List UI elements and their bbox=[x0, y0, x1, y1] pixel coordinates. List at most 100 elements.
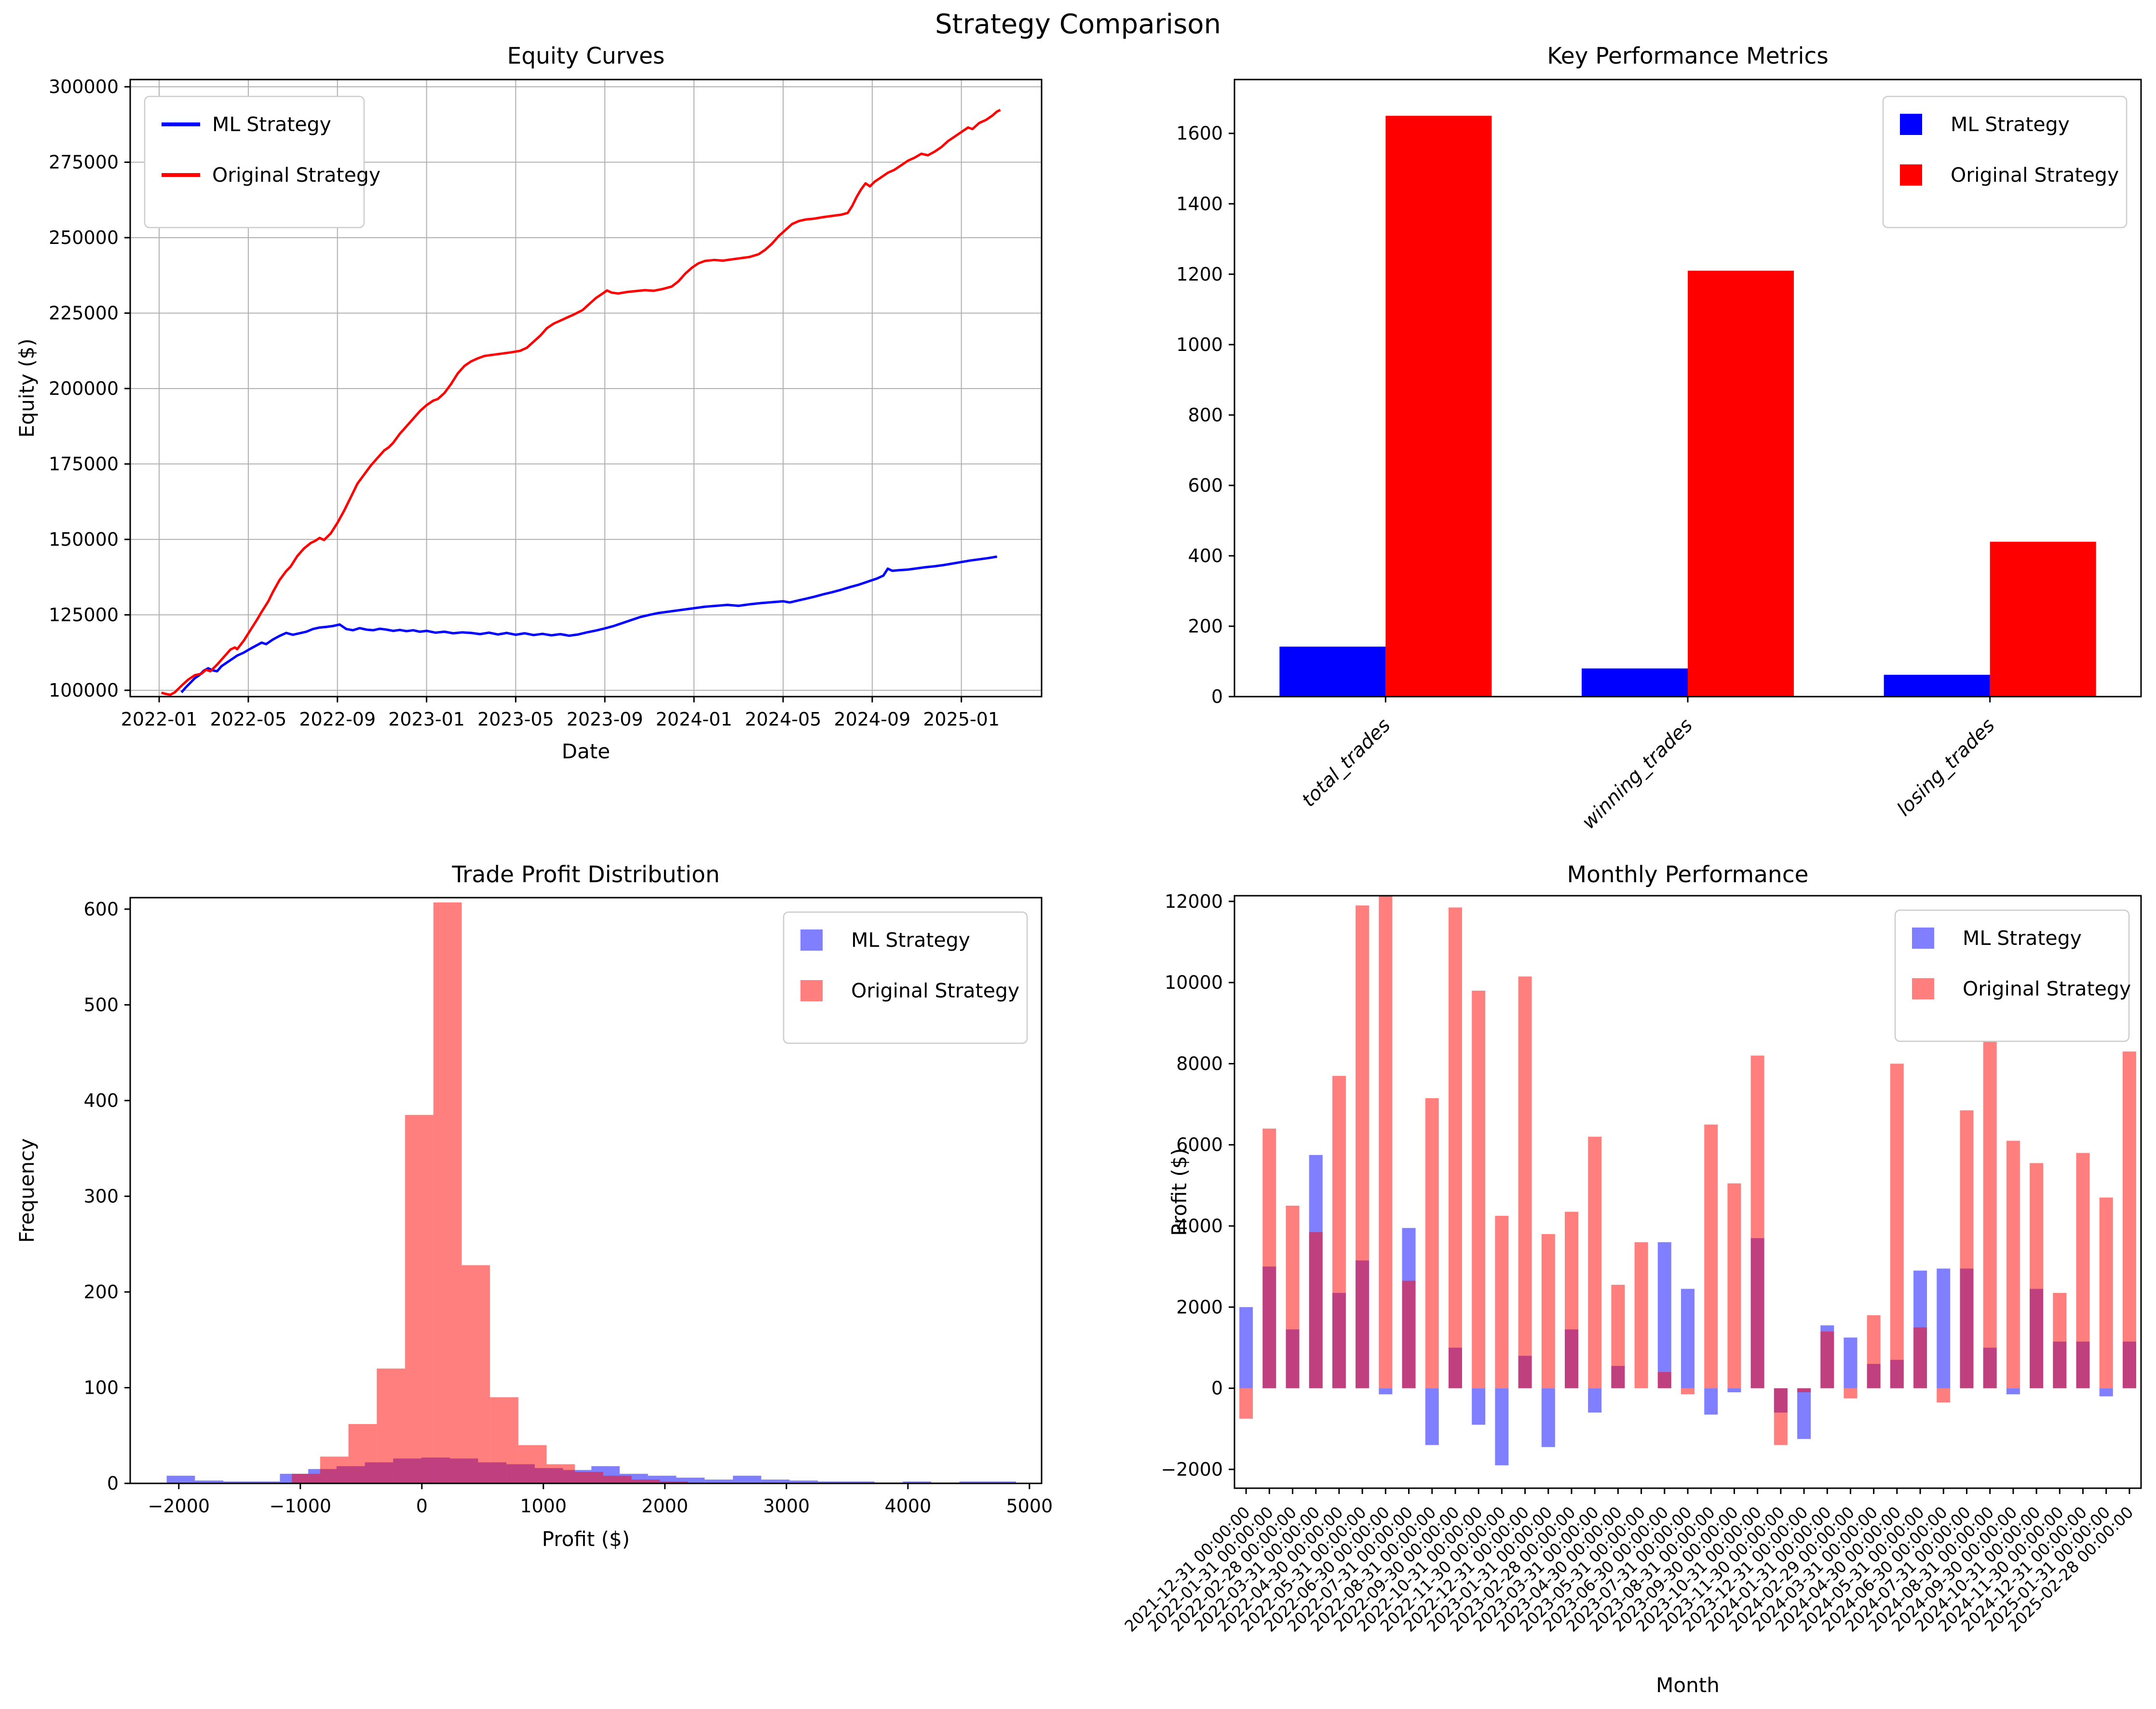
legend-swatch bbox=[1900, 164, 1922, 186]
month-bar-orig bbox=[1518, 976, 1532, 1388]
month-bar-orig bbox=[1239, 1388, 1253, 1419]
month-bar-orig bbox=[1402, 1280, 1416, 1388]
y-tick-label: 10000 bbox=[1165, 972, 1223, 993]
month-bar-orig bbox=[2006, 1141, 2020, 1388]
y-tick-label: 1000 bbox=[1176, 334, 1223, 355]
month-bar-orig bbox=[1495, 1215, 1509, 1388]
month-bar-orig bbox=[2099, 1198, 2113, 1388]
month-bar-ml bbox=[1495, 1388, 1509, 1466]
bar-orig bbox=[1990, 541, 2096, 697]
hist-bar-ml bbox=[195, 1480, 224, 1483]
legend-swatch bbox=[1912, 928, 1934, 949]
x-tick-label: total_trades bbox=[1298, 714, 1395, 811]
month-bar-orig bbox=[1541, 1234, 1555, 1388]
hist-bar-orig bbox=[461, 1265, 490, 1483]
legend-swatch bbox=[800, 929, 823, 951]
month-bar-orig bbox=[1797, 1388, 1811, 1393]
panel-title: Monthly Performance bbox=[1567, 861, 1809, 888]
month-bar-orig bbox=[1774, 1388, 1788, 1445]
month-bar-ml bbox=[1588, 1388, 1602, 1413]
legend-box bbox=[1894, 909, 2130, 1042]
legend-box bbox=[783, 911, 1028, 1044]
legend-label: Original Strategy bbox=[1963, 977, 2131, 1000]
hist-bar-orig bbox=[377, 1368, 406, 1483]
x-tick-label: 0 bbox=[416, 1495, 428, 1517]
y-tick-label: 250000 bbox=[49, 227, 119, 248]
y-tick-label: 12000 bbox=[1165, 891, 1223, 912]
month-bar-orig bbox=[1448, 907, 1462, 1388]
panel-title: Key Performance Metrics bbox=[1547, 43, 1829, 69]
x-tick-label: 2025-01 bbox=[923, 709, 1000, 730]
x-tick-label: 2022-09 bbox=[299, 709, 376, 730]
month-bar-orig bbox=[1611, 1285, 1625, 1388]
x-tick-label: 2024-05 bbox=[745, 709, 822, 730]
y-axis-label: Equity ($) bbox=[15, 338, 39, 438]
y-tick-label: −2000 bbox=[1161, 1459, 1223, 1480]
y-tick-label: 0 bbox=[1211, 686, 1223, 707]
month-bar-orig bbox=[1844, 1388, 1858, 1399]
y-tick-label: 500 bbox=[83, 994, 119, 1015]
month-bar-orig bbox=[1425, 1098, 1439, 1388]
y-tick-label: 600 bbox=[83, 899, 119, 920]
x-tick-label: 2023-01 bbox=[388, 709, 465, 730]
legend-label: ML Strategy bbox=[212, 113, 331, 136]
panel-profit-distribution: 0 100 200 300 400 500 600 −2000 −1000 0 1000 2000 30… bbox=[15, 861, 1053, 1551]
month-bar-ml bbox=[1704, 1388, 1718, 1415]
x-tick-label: 2024-09 bbox=[834, 709, 910, 730]
y-tick-label: 0 bbox=[107, 1473, 119, 1494]
month-bar-ml bbox=[1541, 1388, 1555, 1447]
y-tick-label: 125000 bbox=[49, 604, 119, 625]
x-tick-label: −2000 bbox=[148, 1495, 210, 1517]
hist-bar-orig bbox=[660, 1481, 689, 1483]
y-tick-label: 1600 bbox=[1176, 123, 1223, 144]
month-bar-ml bbox=[1425, 1388, 1439, 1445]
x-tick-label: −1000 bbox=[270, 1495, 332, 1517]
x-tick-label: 3000 bbox=[763, 1495, 810, 1517]
x-tick-label: 2022-05 bbox=[210, 709, 287, 730]
equity-line-orig bbox=[161, 108, 1001, 696]
month-bar-orig bbox=[1286, 1205, 1300, 1388]
x-tick-label: 2022-01 bbox=[121, 709, 198, 730]
x-tick-label: 2023-05 bbox=[477, 709, 554, 730]
month-bar-ml bbox=[1657, 1242, 1671, 1388]
month-bar-orig bbox=[1820, 1331, 1834, 1388]
hist-bar-ml bbox=[988, 1481, 1017, 1483]
month-bar-ml bbox=[1239, 1307, 1253, 1388]
bar-orig bbox=[1688, 270, 1794, 697]
y-tick-label: 200 bbox=[83, 1281, 119, 1303]
month-bar-ml bbox=[2006, 1388, 2020, 1395]
month-bar-orig bbox=[1634, 1242, 1648, 1388]
legend-swatch bbox=[800, 980, 823, 1001]
equity-line-ml bbox=[180, 555, 998, 693]
hist-bar-ml bbox=[846, 1481, 875, 1483]
hist-bar-orig bbox=[348, 1424, 377, 1483]
bar-ml bbox=[1582, 668, 1688, 697]
hist-bar-orig bbox=[546, 1464, 575, 1483]
month-bar-orig bbox=[1960, 1110, 1974, 1388]
hist-bar-ml bbox=[251, 1481, 280, 1483]
hist-bar-orig bbox=[320, 1456, 349, 1483]
legend-label: ML Strategy bbox=[851, 929, 970, 952]
y-tick-label: 100000 bbox=[49, 680, 119, 701]
month-bar-orig bbox=[1332, 1076, 1346, 1388]
y-axis-label: Frequency bbox=[15, 1138, 39, 1243]
y-tick-label: 150000 bbox=[49, 529, 119, 550]
month-bar-ml bbox=[2099, 1388, 2113, 1397]
panel-monthly-performance: −20000200040006000800010000120002021-12-… bbox=[1121, 861, 2142, 1697]
y-tick-label: 8000 bbox=[1176, 1053, 1223, 1074]
y-tick-label: 6000 bbox=[1176, 1134, 1223, 1156]
month-bar-orig bbox=[2030, 1163, 2044, 1388]
legend-box bbox=[1882, 95, 2128, 229]
hist-bar-ml bbox=[676, 1478, 705, 1483]
y-tick-label: 800 bbox=[1188, 404, 1223, 426]
month-bar-ml bbox=[1727, 1388, 1741, 1393]
hist-bar-orig bbox=[292, 1474, 320, 1483]
hist-bar-orig bbox=[631, 1480, 660, 1483]
figure-suptitle: Strategy Comparison bbox=[935, 9, 1221, 40]
y-tick-label: 200 bbox=[1188, 616, 1223, 637]
panel-title: Trade Profit Distribution bbox=[451, 861, 719, 888]
hist-bar-ml bbox=[818, 1481, 846, 1483]
legend-label: Original Strategy bbox=[851, 979, 1019, 1002]
y-tick-label: 600 bbox=[1188, 475, 1223, 496]
